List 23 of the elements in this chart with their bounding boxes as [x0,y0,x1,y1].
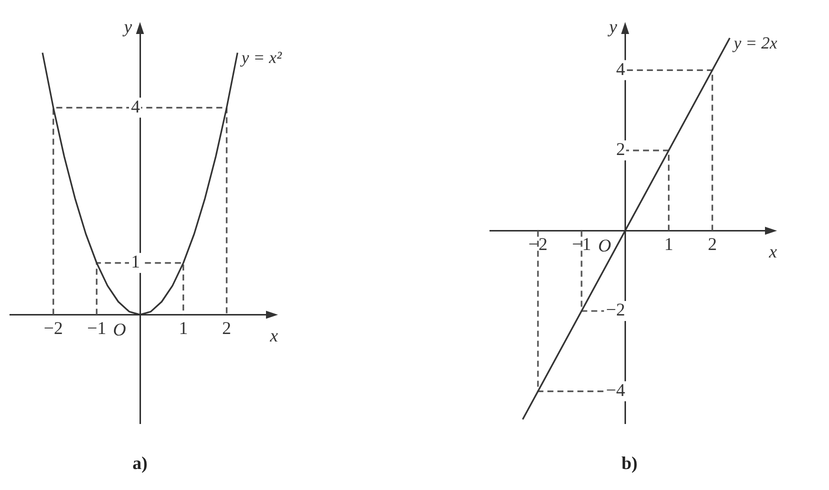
annotation: O [598,235,612,256]
y-tick-label: 4 [131,96,140,116]
annotation: O [113,319,126,340]
y-axis-title: y [122,16,132,37]
text: a) [132,452,148,473]
y-tick-label: −2 [606,300,626,320]
x-tick-label: −1 [572,234,592,254]
x-axis-title: x [269,325,278,346]
y-tick-label: 2 [616,139,626,160]
text: b) [621,452,638,473]
y-tick-label: 4 [616,58,626,79]
x-tick-label: 2 [708,234,717,254]
x-tick-label: −2 [528,234,548,254]
series-label: y = 2x [732,33,778,52]
series-label: y = x² [240,48,283,68]
x-tick-label: 1 [664,234,674,254]
y-tick-label: −4 [606,380,626,400]
y-axis-title: y [607,16,618,37]
x-axis-title: x [768,241,777,262]
x-tick-label: −2 [44,318,63,338]
x-tick-label: −1 [87,318,106,338]
x-tick-label: 1 [178,318,188,338]
x-tick-label: 2 [222,318,232,338]
